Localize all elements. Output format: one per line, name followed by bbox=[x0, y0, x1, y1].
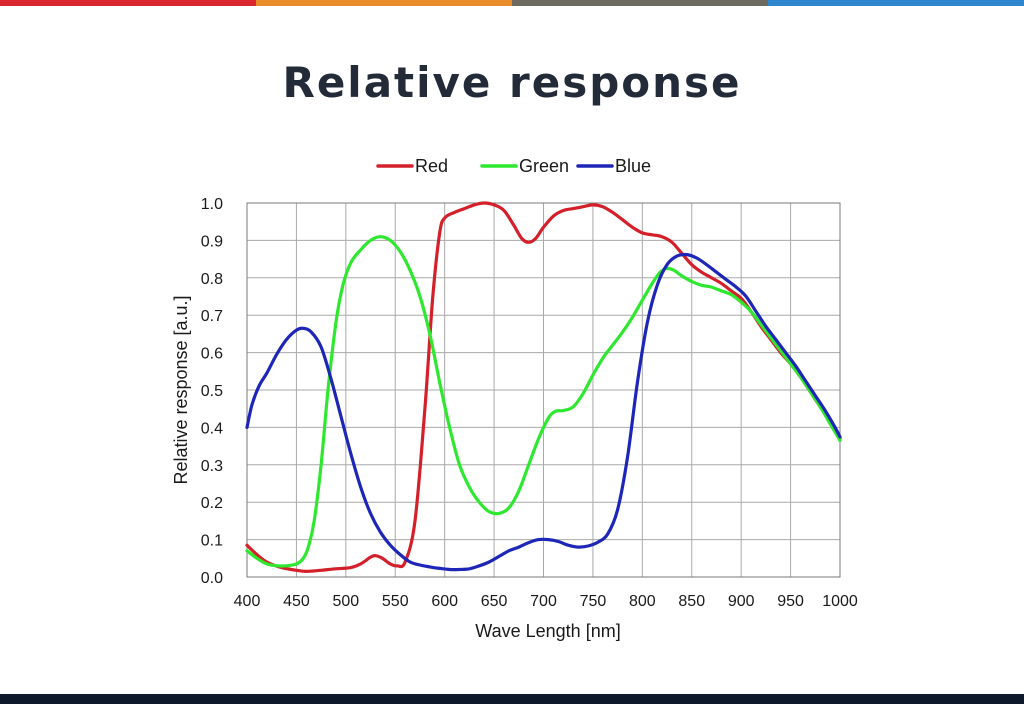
chart-axes: 400 450 500 550 600 650 700 750 800 850 900 950 1000… bbox=[201, 196, 858, 610]
x-tick-label: 650 bbox=[481, 593, 508, 610]
slide-title: Relative response bbox=[282, 58, 742, 107]
y-tick-label: 0.4 bbox=[201, 420, 223, 437]
chart-legend: Red Green Blue bbox=[376, 156, 651, 176]
y-tick-label: 0.3 bbox=[201, 458, 223, 475]
y-tick-label: 0.2 bbox=[201, 495, 223, 512]
stripe-segment-red bbox=[0, 0, 256, 6]
y-axis-label: Relative response [a.u.] bbox=[171, 295, 191, 484]
y-tick-label: 1.0 bbox=[201, 196, 223, 213]
y-tick-label: 0.6 bbox=[201, 346, 223, 363]
series-line-green bbox=[245, 235, 842, 568]
legend-label-blue: Blue bbox=[615, 156, 651, 176]
chart-grid bbox=[246, 202, 841, 578]
stripe-segment-blue bbox=[768, 0, 1024, 6]
x-tick-label: 600 bbox=[431, 593, 458, 610]
stripe-segment-orange bbox=[256, 0, 512, 6]
x-tick-label: 450 bbox=[283, 593, 310, 610]
bottom-bar bbox=[0, 694, 1024, 704]
y-tick-label: 0.1 bbox=[201, 533, 223, 550]
y-tick-label: 0.7 bbox=[201, 308, 223, 325]
x-tick-label: 550 bbox=[382, 593, 409, 610]
stripe-segment-gray bbox=[512, 0, 768, 6]
plot-frame bbox=[246, 202, 841, 578]
x-tick-label: 900 bbox=[728, 593, 755, 610]
x-tick-label: 400 bbox=[234, 593, 261, 610]
x-tick-label: 500 bbox=[332, 593, 359, 610]
series-line-red bbox=[245, 201, 842, 573]
y-tick-label: 0.5 bbox=[201, 383, 223, 400]
y-tick-label: 0.0 bbox=[201, 570, 223, 587]
x-tick-label: 850 bbox=[678, 593, 705, 610]
chart-series bbox=[245, 201, 842, 573]
y-tick-label: 0.9 bbox=[201, 233, 223, 250]
x-tick-label: 950 bbox=[777, 593, 804, 610]
x-tick-label: 1000 bbox=[822, 593, 858, 610]
x-tick-label: 750 bbox=[580, 593, 607, 610]
x-tick-label: 700 bbox=[530, 593, 557, 610]
legend-label-red: Red bbox=[415, 156, 448, 176]
y-tick-label: 0.8 bbox=[201, 271, 223, 288]
series-line-blue bbox=[245, 252, 842, 572]
x-tick-label: 800 bbox=[629, 593, 656, 610]
top-color-stripe bbox=[0, 0, 1024, 6]
legend-label-green: Green bbox=[519, 156, 569, 176]
x-axis-label: Wave Length [nm] bbox=[475, 621, 620, 641]
